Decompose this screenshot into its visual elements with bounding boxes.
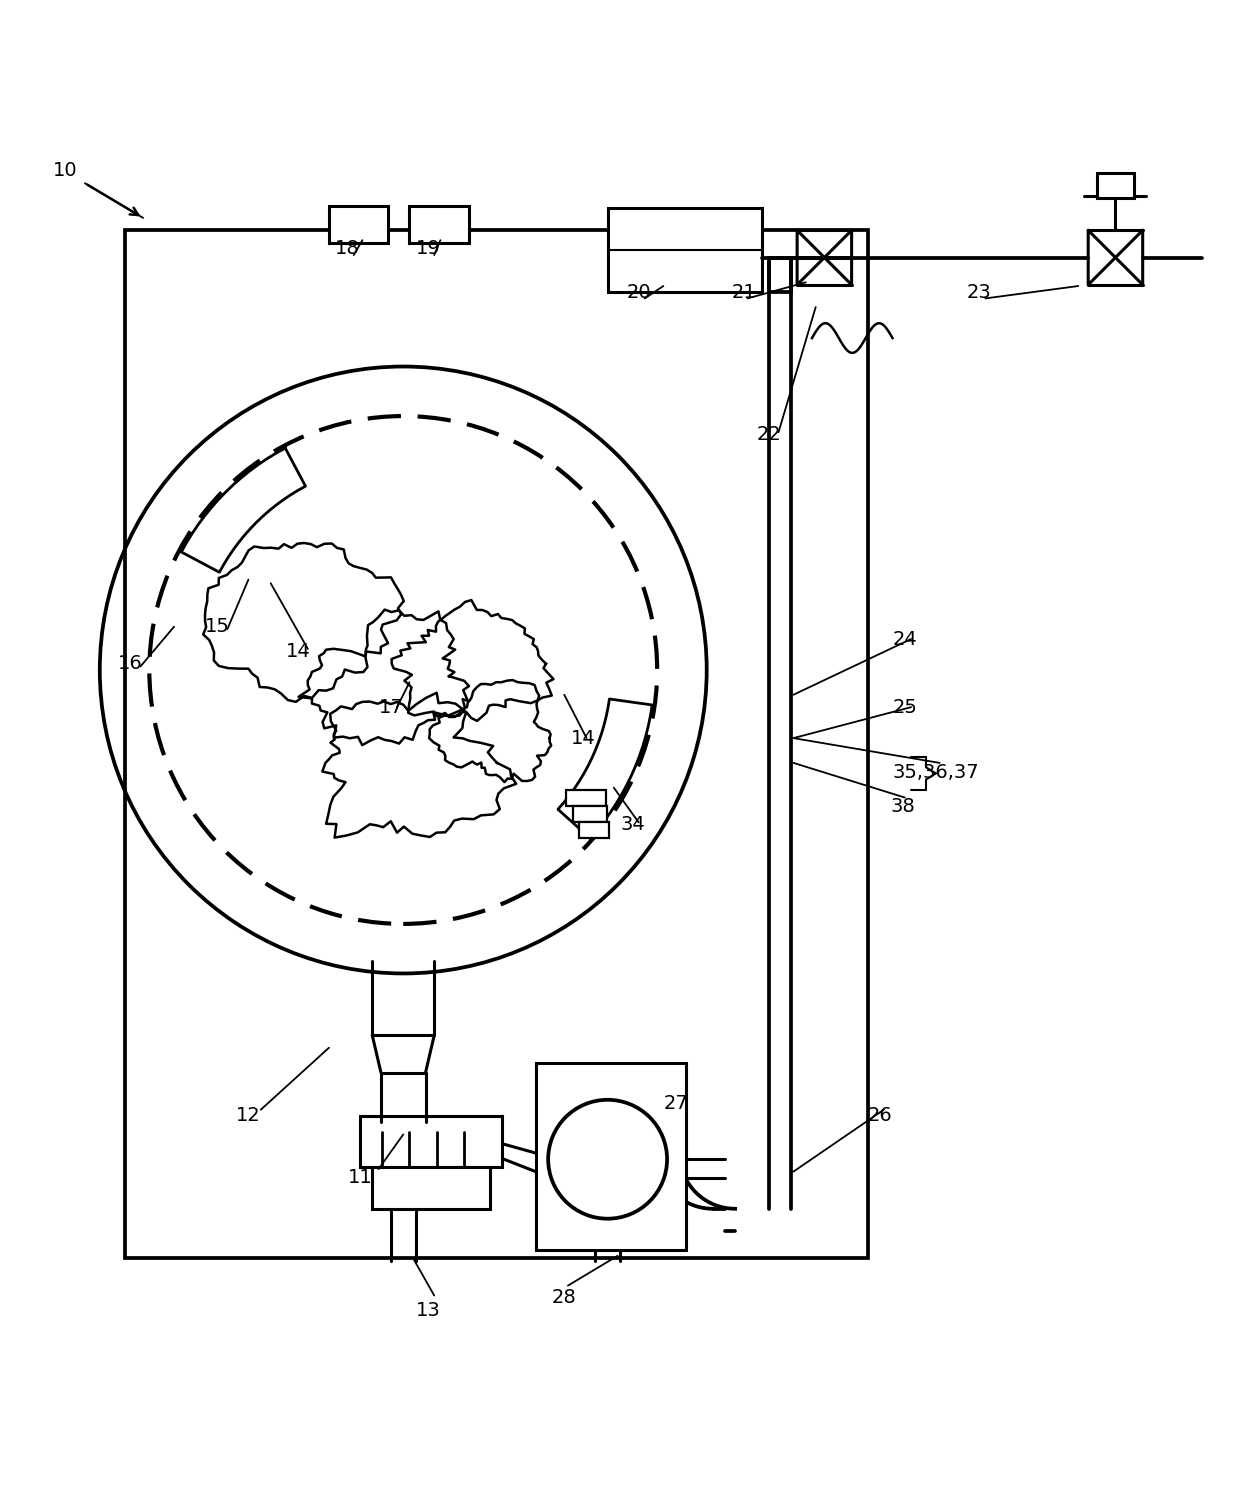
Text: 15: 15 xyxy=(205,617,229,636)
Bar xyxy=(536,1063,686,1250)
Text: 21: 21 xyxy=(732,282,756,302)
Text: 12: 12 xyxy=(236,1106,260,1126)
Text: 24: 24 xyxy=(893,629,918,648)
Text: 34: 34 xyxy=(620,815,645,835)
Bar xyxy=(360,1115,502,1166)
Text: 17: 17 xyxy=(378,698,403,716)
Bar xyxy=(1097,173,1135,198)
Text: 38: 38 xyxy=(890,797,915,815)
Bar xyxy=(329,206,388,243)
Text: 16: 16 xyxy=(118,654,143,674)
Text: 13: 13 xyxy=(415,1301,440,1319)
Bar xyxy=(124,230,868,1258)
Bar xyxy=(573,806,608,823)
Bar xyxy=(579,823,609,839)
Text: 26: 26 xyxy=(868,1106,893,1126)
Text: 28: 28 xyxy=(552,1288,577,1307)
Text: 27: 27 xyxy=(663,1094,688,1114)
Bar xyxy=(608,209,763,293)
Text: 23: 23 xyxy=(967,282,992,302)
Bar xyxy=(372,1166,490,1208)
Text: 14: 14 xyxy=(570,728,595,747)
Text: 19: 19 xyxy=(415,239,440,258)
Text: 11: 11 xyxy=(347,1168,372,1187)
Text: 10: 10 xyxy=(53,161,77,180)
Text: 14: 14 xyxy=(285,642,310,660)
Text: 35,36,37: 35,36,37 xyxy=(893,764,980,782)
Bar xyxy=(409,206,469,243)
Text: 20: 20 xyxy=(626,282,651,302)
Text: 25: 25 xyxy=(893,698,918,716)
Text: 18: 18 xyxy=(335,239,360,258)
Bar xyxy=(567,790,606,806)
Text: 22: 22 xyxy=(756,425,781,444)
